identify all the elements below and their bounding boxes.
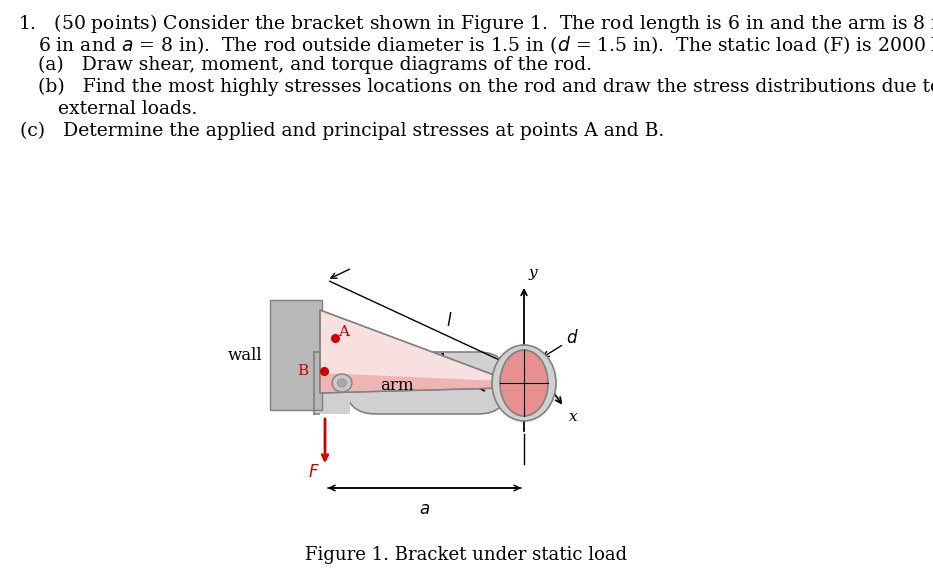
Text: y: y <box>529 266 537 280</box>
Text: external loads.: external loads. <box>58 100 198 118</box>
Polygon shape <box>320 373 502 393</box>
Text: $F$: $F$ <box>308 464 320 481</box>
Ellipse shape <box>332 374 352 392</box>
Bar <box>270 300 322 410</box>
Text: $d$: $d$ <box>566 329 578 347</box>
Text: $l$: $l$ <box>446 312 453 329</box>
FancyBboxPatch shape <box>345 352 509 414</box>
Ellipse shape <box>492 345 556 421</box>
Text: wall: wall <box>228 347 262 363</box>
Text: (c)   Determine the applied and principal stresses at points A and B.: (c) Determine the applied and principal … <box>20 122 664 140</box>
Ellipse shape <box>500 350 548 416</box>
Text: B: B <box>297 364 308 378</box>
Text: (a)   Draw shear, moment, and torque diagrams of the rod.: (a) Draw shear, moment, and torque diagr… <box>38 56 592 74</box>
Text: z: z <box>458 379 466 393</box>
Ellipse shape <box>338 379 346 387</box>
Text: (b)   Find the most highly stresses locations on the rod and draw the stress dis: (b) Find the most highly stresses locati… <box>38 78 933 96</box>
Text: rod: rod <box>417 354 446 370</box>
Text: 1.   (50 points) Consider the bracket shown in Figure 1.  The rod length is 6 in: 1. (50 points) Consider the bracket show… <box>18 12 933 35</box>
Polygon shape <box>320 310 502 393</box>
Text: A: A <box>338 325 349 339</box>
Text: x: x <box>569 410 578 424</box>
Text: arm: arm <box>380 377 413 394</box>
Text: Figure 1. Bracket under static load: Figure 1. Bracket under static load <box>305 546 627 564</box>
Bar <box>314 352 350 414</box>
Text: $a$: $a$ <box>419 501 430 518</box>
Text: 6 in and $a$ = 8 in).  The rod outside diameter is 1.5 in ($d$ = 1.5 in).  The s: 6 in and $a$ = 8 in). The rod outside di… <box>38 34 933 56</box>
